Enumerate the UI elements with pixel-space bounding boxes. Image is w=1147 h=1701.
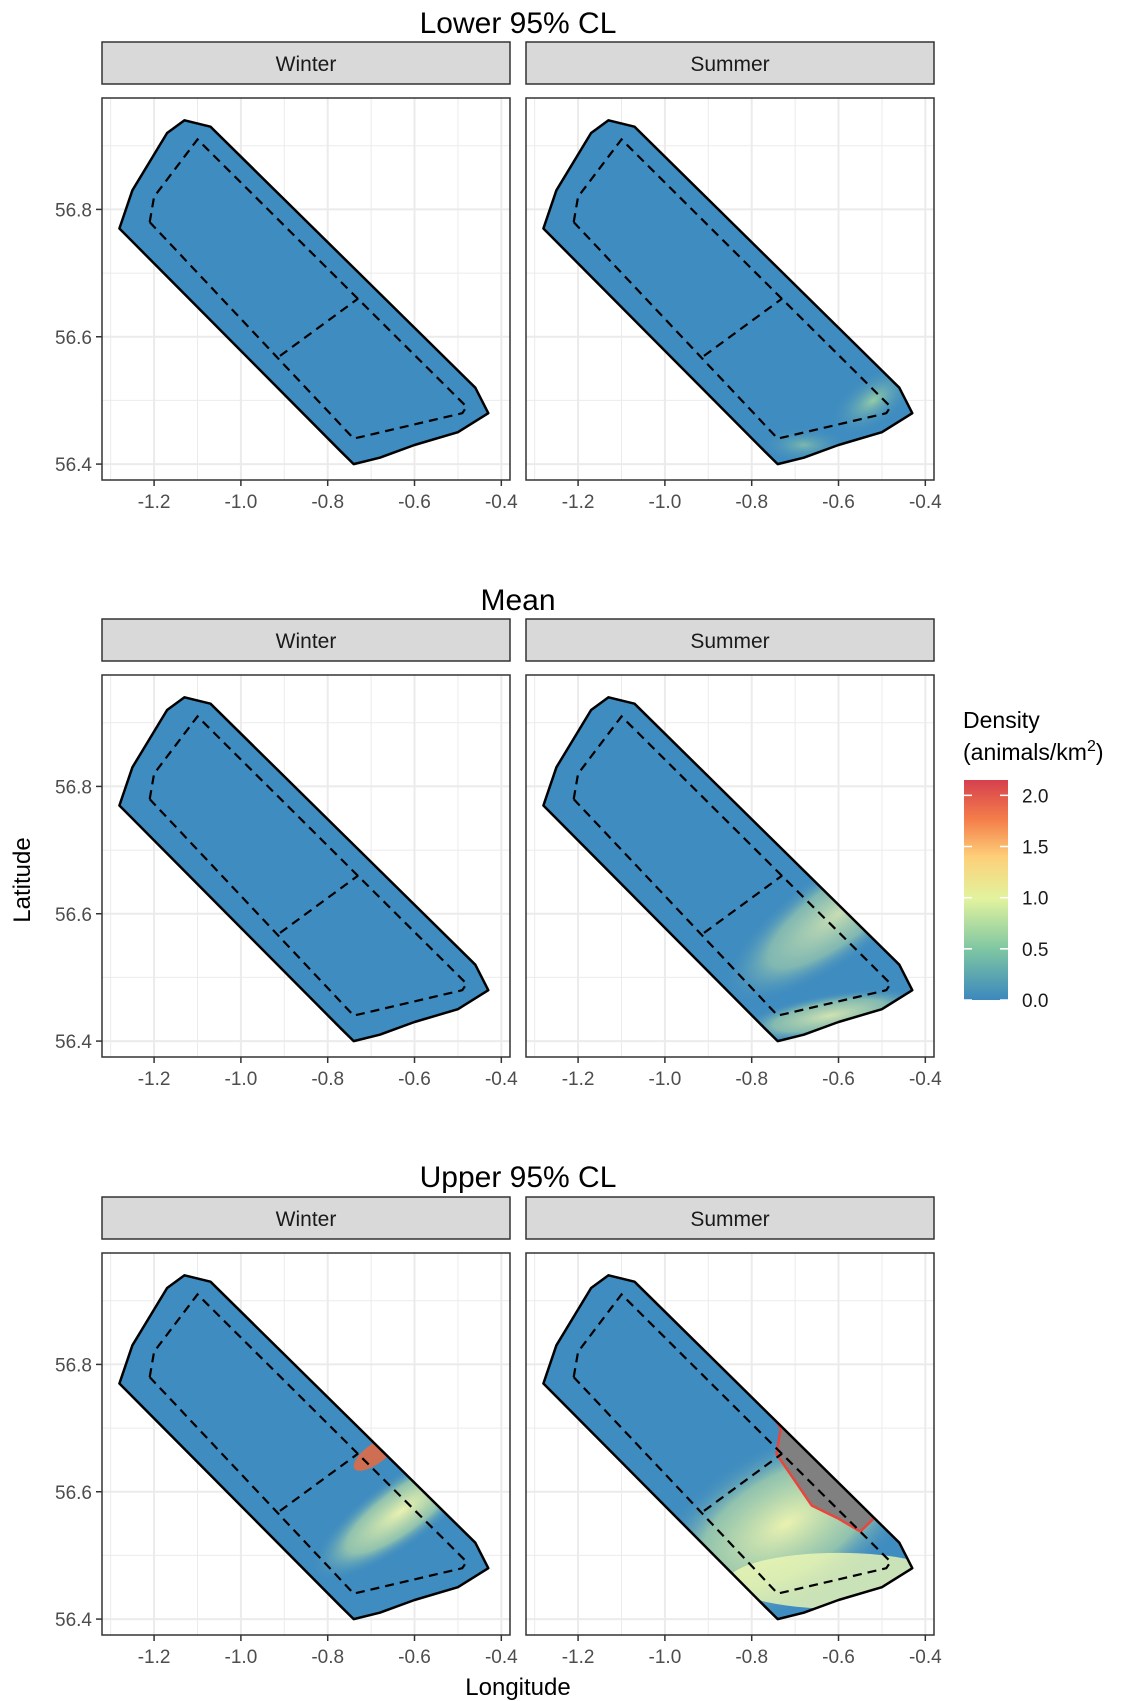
- y-tick-label: 56.8: [55, 777, 92, 798]
- facet-panel-2-0: Winter -1.2 -1.0 -0.8 -0.6 -0.4 56.4 56.6 56.8: [55, 1196, 518, 1668]
- colorbar-tick-label: 1.5: [1022, 838, 1048, 859]
- x-tick-label: -0.4: [909, 1647, 942, 1668]
- y-tick-label: 56.4: [55, 455, 92, 476]
- x-tick-label: -0.6: [822, 1647, 855, 1668]
- divider-dashed: [279, 1452, 359, 1512]
- divider-dashed: [279, 874, 359, 934]
- outer-boundary: [118, 696, 490, 1043]
- y-tick-label: 56.6: [55, 328, 92, 349]
- panel-border: [525, 97, 935, 481]
- x-tick-label: -1.2: [562, 1069, 595, 1090]
- y-tick-label: 56.4: [55, 1032, 92, 1053]
- facet-strip-label: Summer: [690, 53, 769, 76]
- legend-title-line2: (animals/km2): [963, 738, 1104, 765]
- facet-strip: [525, 1196, 935, 1240]
- panel-border: [101, 1252, 511, 1636]
- legend-unit-prefix: (animals/km: [963, 739, 1087, 765]
- divider-dashed: [703, 297, 783, 357]
- row-title-upper: Upper 95% CL: [420, 1161, 617, 1194]
- x-tick-label: -1.2: [562, 492, 595, 513]
- legend-unit-superscript: 2: [1087, 738, 1096, 755]
- row-title-lower: Lower 95% CL: [420, 7, 617, 40]
- colorbar-ticks: 0.0 0.5 1.0 1.5 2.0: [964, 786, 1048, 1012]
- x-tick-label: -0.8: [311, 1647, 344, 1668]
- facet-strip-label: Summer: [690, 1208, 769, 1231]
- x-tick-label: -0.4: [485, 1647, 518, 1668]
- y-tick-label: 56.6: [55, 905, 92, 926]
- x-tick-label: -0.4: [909, 492, 942, 513]
- legend-unit-suffix: ): [1096, 739, 1104, 765]
- x-tick-label: -0.6: [822, 492, 855, 513]
- x-tick-label: -0.6: [398, 1647, 431, 1668]
- colorbar-legend: Density (animals/km2) 0.0 0.5 1.0 1.5 2.0: [963, 707, 1104, 1012]
- facet-panel-1-0: Winter -1.2 -1.0 -0.8 -0.6 -0.4 56.4 56.6 56.8: [55, 618, 518, 1090]
- y-tick-label: 56.8: [55, 1355, 92, 1376]
- x-tick-label: -0.8: [735, 1069, 768, 1090]
- density-base-fill: [543, 120, 913, 465]
- y-tick-label: 56.4: [55, 1610, 92, 1631]
- y-tick-label: 56.8: [55, 200, 92, 221]
- x-tick-label: -1.2: [562, 1647, 595, 1668]
- facet-strip-label: Winter: [276, 1208, 337, 1231]
- x-tick-label: -1.0: [225, 1647, 258, 1668]
- legend-title-line1: Density: [963, 707, 1040, 733]
- x-tick-label: -1.2: [138, 1647, 171, 1668]
- x-tick-label: -0.6: [398, 492, 431, 513]
- colorbar: [964, 780, 1008, 1000]
- facet-strip: [101, 41, 511, 85]
- outer-boundary: [542, 119, 914, 466]
- panel-border: [525, 1252, 935, 1636]
- colorbar-tick-label: 0.0: [1022, 991, 1048, 1012]
- density-base-fill: [119, 120, 489, 465]
- x-tick-label: -1.0: [649, 492, 682, 513]
- x-tick-label: -1.0: [225, 492, 258, 513]
- divider-dashed: [703, 1452, 783, 1512]
- x-tick-label: -0.8: [735, 492, 768, 513]
- density-base-fill: [119, 697, 489, 1042]
- x-tick-label: -0.4: [909, 1069, 942, 1090]
- panel-border: [101, 674, 511, 1058]
- facet-panel-0-0: Winter -1.2 -1.0 -0.8 -0.6 -0.4 56.4 56.6 56.8: [55, 41, 518, 513]
- y-axis-title: Latitude: [9, 837, 36, 922]
- facet-panel-2-1: Summer -1.2 -1.0 -0.8 -0.6 -0.4: [525, 1196, 942, 1668]
- y-tick-label: 56.6: [55, 1483, 92, 1504]
- x-axis-title: Longitude: [465, 1674, 570, 1701]
- x-tick-label: -0.6: [398, 1069, 431, 1090]
- divider-dashed: [279, 297, 359, 357]
- facet-panel-1-1: Summer -1.2 -1.0 -0.8 -0.6 -0.4: [525, 618, 942, 1090]
- facet-strip: [525, 618, 935, 662]
- row-title-mean: Mean: [480, 584, 555, 617]
- facet-strip: [525, 41, 935, 85]
- outer-boundary: [542, 696, 914, 1043]
- facet-strip-label: Winter: [276, 630, 337, 653]
- panel-border: [101, 97, 511, 481]
- x-tick-label: -1.2: [138, 492, 171, 513]
- x-tick-label: -1.0: [225, 1069, 258, 1090]
- x-tick-label: -0.6: [822, 1069, 855, 1090]
- outer-boundary: [118, 1274, 490, 1621]
- colorbar-tick-label: 1.0: [1022, 889, 1048, 910]
- x-tick-label: -0.8: [735, 1647, 768, 1668]
- facet-strip-label: Winter: [276, 53, 337, 76]
- x-tick-label: -1.2: [138, 1069, 171, 1090]
- outer-boundary: [542, 1274, 914, 1621]
- x-tick-label: -0.4: [485, 1069, 518, 1090]
- x-tick-label: -0.4: [485, 492, 518, 513]
- x-tick-label: -0.8: [311, 1069, 344, 1090]
- colorbar-tick-label: 2.0: [1022, 786, 1048, 807]
- facet-strip-label: Summer: [690, 630, 769, 653]
- x-tick-label: -0.8: [311, 492, 344, 513]
- divider-dashed: [703, 874, 783, 934]
- facet-panels: Winter -1.2 -1.0 -0.8 -0.6 -0.4 56.4 56.6 56.8 Su…: [55, 41, 942, 1668]
- panel-border: [525, 674, 935, 1058]
- hotspot-south-coast: [736, 988, 913, 1042]
- facet-panel-0-1: Summer -1.2 -1.0 -0.8 -0.6 -0.4: [525, 41, 942, 513]
- x-tick-label: -1.0: [649, 1069, 682, 1090]
- colorbar-tick-label: 0.5: [1022, 940, 1048, 961]
- facet-strip: [101, 618, 511, 662]
- outer-boundary: [118, 119, 490, 466]
- facet-strip: [101, 1196, 511, 1240]
- x-tick-label: -1.0: [649, 1647, 682, 1668]
